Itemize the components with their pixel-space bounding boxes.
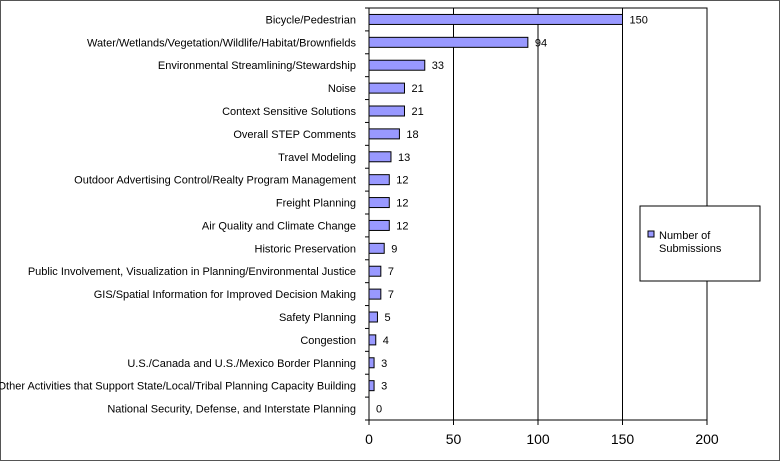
bar-12 <box>368 288 382 300</box>
bar-5 <box>368 128 400 140</box>
category-label-5: Overall STEP Comments <box>233 129 356 141</box>
category-label-14: Congestion <box>300 335 356 347</box>
bar-7 <box>368 174 390 186</box>
bar-14 <box>368 334 377 346</box>
category-label-16: Other Activities that Support State/Loca… <box>0 381 356 393</box>
category-label-7: Outdoor Advertising Control/Realty Progr… <box>74 175 356 187</box>
category-label-15: U.S./Canada and U.S./Mexico Border Plann… <box>127 358 356 370</box>
value-label-12: 7 <box>388 289 394 301</box>
bar-8 <box>368 197 390 209</box>
bar-13 <box>368 311 378 323</box>
value-label-3: 21 <box>411 83 423 95</box>
category-label-10: Historic Preservation <box>255 243 356 255</box>
axis-layer: 0 50 100 150 200 <box>365 7 719 447</box>
value-label-0: 150 <box>630 14 648 26</box>
legend-box <box>639 205 761 282</box>
value-label-8: 12 <box>396 198 408 210</box>
bar-2 <box>368 59 426 71</box>
category-label-12: GIS/Spatial Information for Improved Dec… <box>94 289 356 301</box>
bar-16 <box>368 380 375 392</box>
x-tick-label-100: 100 <box>526 431 550 447</box>
value-label-11: 7 <box>388 266 394 278</box>
x-tick-label-50: 50 <box>446 431 462 447</box>
bar-layer <box>368 13 623 392</box>
category-label-0: Bicycle/Pedestrian <box>266 14 357 26</box>
value-label-14: 4 <box>383 335 389 347</box>
value-label-9: 12 <box>396 220 408 232</box>
legend: Number of Submissions <box>639 205 761 282</box>
value-label-1: 94 <box>535 37 547 49</box>
bar-3 <box>368 82 405 94</box>
label-layer: 150Bicycle/Pedestrian94Water/Wetlands/Ve… <box>0 14 648 415</box>
value-label-15: 3 <box>381 358 387 370</box>
x-tick-label-150: 150 <box>611 431 635 447</box>
category-label-17: National Security, Defense, and Intersta… <box>107 404 356 416</box>
x-tick-label-0: 0 <box>365 431 373 447</box>
bar-11 <box>368 265 382 277</box>
category-label-6: Travel Modeling <box>278 152 356 164</box>
bar-9 <box>368 219 390 231</box>
category-label-13: Safety Planning <box>279 312 356 324</box>
bar-15 <box>368 357 375 369</box>
category-label-9: Air Quality and Climate Change <box>202 220 356 232</box>
bar-10 <box>368 242 385 254</box>
bar-4 <box>368 105 405 117</box>
value-label-10: 9 <box>391 243 397 255</box>
x-tick-label-200: 200 <box>695 431 719 447</box>
value-label-4: 21 <box>411 106 423 118</box>
legend-swatch <box>647 230 655 238</box>
category-label-1: Water/Wetlands/Vegetation/Wildlife/Habit… <box>87 37 357 49</box>
category-label-2: Environmental Streamlining/Stewardship <box>158 60 356 72</box>
value-label-17: 0 <box>376 404 382 416</box>
bar-1 <box>368 36 529 48</box>
value-label-6: 13 <box>398 152 410 164</box>
value-label-16: 3 <box>381 381 387 393</box>
category-label-3: Noise <box>328 83 356 95</box>
value-label-2: 33 <box>432 60 444 72</box>
legend-label-line-1: Number of <box>659 230 711 242</box>
category-label-8: Freight Planning <box>276 198 356 210</box>
value-label-7: 12 <box>396 175 408 187</box>
category-label-4: Context Sensitive Solutions <box>222 106 356 118</box>
category-label-11: Public Involvement, Visualization in Pla… <box>28 266 356 278</box>
value-label-13: 5 <box>384 312 390 324</box>
bar-6 <box>368 151 392 163</box>
value-label-5: 18 <box>406 129 418 141</box>
bar-0 <box>368 13 623 25</box>
legend-label-line-2: Submissions <box>659 243 722 255</box>
